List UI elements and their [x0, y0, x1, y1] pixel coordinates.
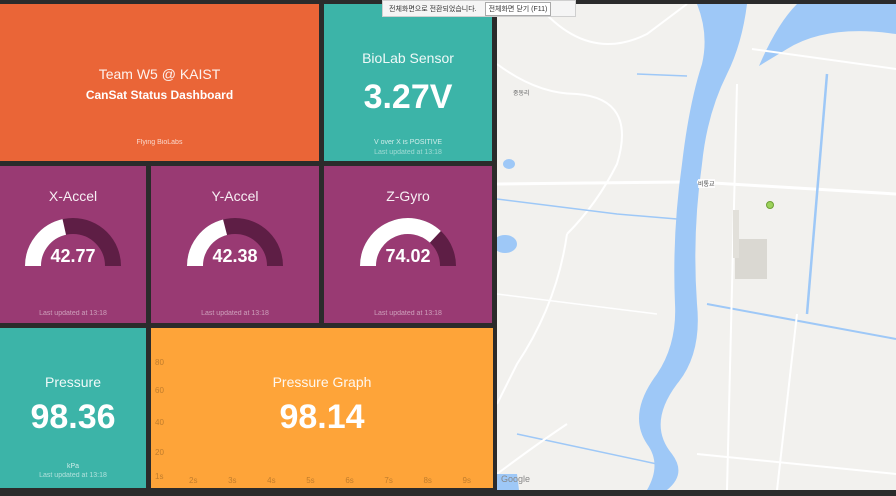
pressure-tile: Pressure 98.36 kPa Last updated at 13:18: [0, 328, 146, 488]
google-logo: Google: [501, 474, 531, 484]
biolab-sensor-tile: BioLab Sensor 3.27V V over X is POSITIVE…: [324, 4, 492, 161]
z-gyro-gauge-fill: [360, 218, 441, 267]
y-tick: 1s: [155, 472, 164, 481]
pressure-value: 98.36: [30, 398, 116, 436]
pressure-graph-value: 98.14: [279, 398, 365, 436]
x-accel-value: 42.77: [50, 246, 96, 266]
pressure-graph-tile: 80 60 40 20 1s 2s 3s 4s 5s 6s 7s 8s 9s P…: [151, 328, 493, 488]
biolab-value: 3.27V: [363, 78, 453, 116]
x-accel-updated: Last updated at 13:18: [39, 310, 107, 317]
biolab-updated: Last updated at 13:18: [374, 149, 442, 156]
y-tick: 20: [155, 448, 164, 457]
fullscreen-message: 전체화면으로 전환되었습니다.: [389, 5, 477, 13]
x-tick: 5s: [306, 476, 315, 485]
x-tick: 2s: [189, 476, 198, 485]
x-accel-title: X-Accel: [48, 188, 98, 204]
team-footer: Flying BioLabs: [136, 139, 183, 146]
z-gyro-gauge: [360, 218, 456, 267]
x-tick: 7s: [384, 476, 393, 485]
graph-x-axis: 2s 3s 4s 5s 6s 7s 8s 9s: [189, 476, 471, 486]
y-accel-gauge: [187, 218, 283, 267]
map-canvas[interactable]: [497, 4, 896, 490]
x-tick: 6s: [345, 476, 354, 485]
fullscreen-banner: 전체화면으로 전환되었습니다. 전체화면 닫기 (F11): [382, 0, 576, 17]
y-accel-title: Y-Accel: [211, 188, 259, 204]
x-accel-tile: X-Accel 42.77 Last updated at 13:18: [0, 166, 146, 323]
y-tick: 40: [155, 418, 164, 427]
graph-y-axis: 80 60 40 20 1s: [155, 358, 169, 486]
x-accel-gauge: [25, 218, 121, 267]
team-title: Team W5 @ KAIST: [98, 66, 221, 82]
x-accel-gauge-fill: [25, 219, 67, 267]
z-gyro-title: Z-Gyro: [386, 188, 430, 204]
z-gyro-tile: Z-Gyro 74.02 Last updated at 13:18: [324, 166, 492, 323]
map-label-village: 중동리: [513, 91, 530, 97]
map-panel[interactable]: 중동리 비통교 Google: [497, 4, 896, 490]
pressure-updated: Last updated at 13:18: [39, 472, 107, 479]
y-tick: 80: [155, 358, 164, 367]
x-tick: 4s: [267, 476, 276, 485]
y-accel-gauge-fill: [187, 219, 228, 267]
z-gyro-updated: Last updated at 13:18: [374, 310, 442, 317]
x-tick: 8s: [423, 476, 432, 485]
dashboard-subtitle: CanSat Status Dashboard: [85, 88, 234, 102]
map-label-bridge: 비통교: [698, 179, 715, 188]
z-gyro-value: 74.02: [385, 246, 431, 266]
biolab-title: BioLab Sensor: [362, 50, 454, 66]
pressure-graph-title: Pressure Graph: [272, 374, 372, 390]
y-tick: 60: [155, 386, 164, 395]
y-accel-value: 42.38: [212, 246, 258, 266]
y-accel-tile: Y-Accel 42.38 Last updated at 13:18: [151, 166, 319, 323]
y-accel-updated: Last updated at 13:18: [201, 310, 269, 317]
pressure-title: Pressure: [44, 374, 102, 390]
x-tick: 3s: [228, 476, 237, 485]
x-tick: 9s: [462, 476, 471, 485]
exit-fullscreen-button[interactable]: 전체화면 닫기 (F11): [484, 1, 552, 16]
pressure-unit: kPa: [66, 463, 80, 470]
biolab-note: V over X is POSITIVE: [373, 139, 443, 146]
header-tile: Team W5 @ KAIST CanSat Status Dashboard …: [0, 4, 319, 161]
